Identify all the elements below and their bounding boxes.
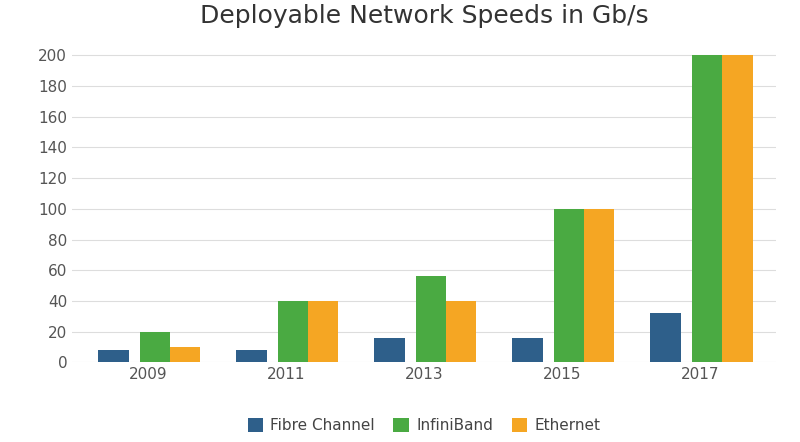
Bar (554, 209, 584, 362)
Bar (278, 301, 308, 362)
Title: Deployable Network Speeds in Gb/s: Deployable Network Speeds in Gb/s (200, 4, 648, 28)
Bar (236, 350, 266, 362)
Bar (722, 55, 753, 362)
Bar (98, 350, 129, 362)
Bar (140, 332, 170, 362)
Bar (374, 338, 405, 362)
Bar (308, 301, 338, 362)
Bar (650, 313, 681, 362)
Legend: Fibre Channel, InfiniBand, Ethernet: Fibre Channel, InfiniBand, Ethernet (242, 412, 606, 439)
Bar (170, 347, 200, 362)
Bar (446, 301, 477, 362)
Bar (512, 338, 542, 362)
Bar (416, 276, 446, 362)
Bar (584, 209, 614, 362)
Bar (692, 55, 722, 362)
